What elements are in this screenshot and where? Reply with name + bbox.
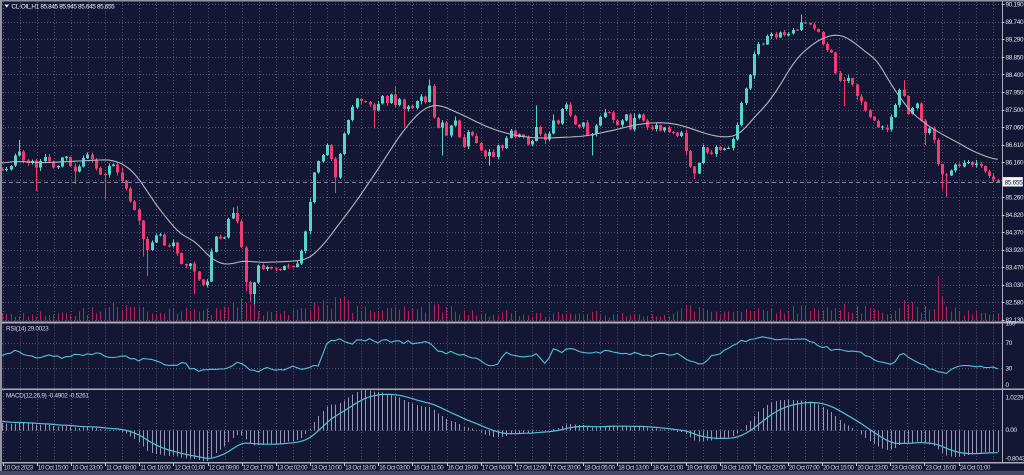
svg-text:16 Oct 19:00: 16 Oct 19:00 — [448, 464, 479, 471]
svg-text:85.260: 85.260 — [1006, 194, 1024, 201]
svg-text:-0.8043: -0.8043 — [1006, 456, 1024, 463]
svg-text:89.290: 89.290 — [1006, 37, 1024, 44]
svg-text:23 Oct 08:00: 23 Oct 08:00 — [891, 464, 922, 471]
svg-text:83.920: 83.920 — [1006, 247, 1024, 254]
svg-text:10 Oct 2023: 10 Oct 2023 — [4, 464, 34, 471]
svg-text:17 Oct 20:00: 17 Oct 20:00 — [550, 464, 581, 471]
svg-text:87.950: 87.950 — [1006, 89, 1024, 96]
svg-text:19 Oct 06:00: 19 Oct 06:00 — [687, 464, 718, 471]
svg-text:12 Oct 09:00: 12 Oct 09:00 — [209, 464, 240, 471]
svg-text:11 Oct 08:00: 11 Oct 08:00 — [106, 464, 137, 471]
svg-text:90.190: 90.190 — [1006, 2, 1024, 9]
svg-text:70: 70 — [1006, 340, 1013, 347]
svg-text:13 Oct 18:00: 13 Oct 18:00 — [345, 464, 376, 471]
svg-text:17 Oct 12:00: 17 Oct 12:00 — [516, 464, 547, 471]
svg-text:84.370: 84.370 — [1006, 230, 1024, 237]
svg-text:16 Oct 03:00: 16 Oct 03:00 — [379, 464, 410, 471]
svg-text:88.850: 88.850 — [1006, 54, 1024, 61]
svg-text:18 Oct 13:00: 18 Oct 13:00 — [618, 464, 649, 471]
svg-text:20 Oct 15:00: 20 Oct 15:00 — [823, 464, 854, 471]
svg-text:18 Oct 05:00: 18 Oct 05:00 — [584, 464, 615, 471]
svg-text:86.610: 86.610 — [1006, 142, 1024, 149]
svg-text:19 Oct 22:00: 19 Oct 22:00 — [755, 464, 786, 471]
svg-text:17 Oct 04:00: 17 Oct 04:00 — [482, 464, 513, 471]
svg-text:18 Oct 21:00: 18 Oct 21:00 — [652, 464, 683, 471]
svg-text:RSI(14) 29.0023: RSI(14) 29.0023 — [6, 326, 49, 333]
svg-text:30: 30 — [1006, 366, 1013, 373]
svg-text:0.00: 0.00 — [1006, 427, 1018, 434]
svg-text:13 Oct 02:00: 13 Oct 02:00 — [277, 464, 308, 471]
svg-text:12 Oct 01:00: 12 Oct 01:00 — [174, 464, 205, 471]
svg-text:23 Oct 16:00: 23 Oct 16:00 — [926, 464, 957, 471]
svg-text:20 Oct 07:00: 20 Oct 07:00 — [789, 464, 820, 471]
svg-text:84.820: 84.820 — [1006, 212, 1024, 219]
svg-text:11 Oct 16:00: 11 Oct 16:00 — [140, 464, 171, 471]
svg-text:13 Oct 10:00: 13 Oct 10:00 — [311, 464, 342, 471]
svg-text:MACD(12,26,9) -0.4902 -0.5261: MACD(12,26,9) -0.4902 -0.5261 — [6, 392, 89, 399]
svg-text:83.030: 83.030 — [1006, 282, 1024, 289]
svg-text:0: 0 — [1006, 382, 1010, 389]
svg-text:10 Oct 15:00: 10 Oct 15:00 — [38, 464, 69, 471]
svg-text:16 Oct 11:00: 16 Oct 11:00 — [413, 464, 444, 471]
svg-text:87.060: 87.060 — [1006, 124, 1024, 131]
svg-text:12 Oct 17:00: 12 Oct 17:00 — [243, 464, 274, 471]
svg-text:89.740: 89.740 — [1006, 19, 1024, 26]
svg-text:CL-OIL,H1 85.845 85.945 85.645: CL-OIL,H1 85.845 85.945 85.645 85.655 — [12, 3, 116, 10]
svg-text:82.580: 82.580 — [1006, 300, 1024, 307]
svg-text:83.470: 83.470 — [1006, 265, 1024, 272]
svg-text:19 Oct 14:00: 19 Oct 14:00 — [721, 464, 752, 471]
svg-text:10 Oct 23:00: 10 Oct 23:00 — [72, 464, 103, 471]
svg-text:1.0229: 1.0229 — [1006, 395, 1024, 402]
svg-text:82.130: 82.130 — [1006, 317, 1024, 324]
svg-text:24 Oct 01:00: 24 Oct 01:00 — [960, 464, 991, 471]
svg-text:87.500: 87.500 — [1006, 107, 1024, 114]
svg-text:20 Oct 23:00: 20 Oct 23:00 — [857, 464, 888, 471]
svg-text:100: 100 — [1006, 321, 1017, 328]
svg-text:86.160: 86.160 — [1006, 159, 1024, 166]
svg-text:88.400: 88.400 — [1006, 72, 1024, 79]
svg-text:85.655: 85.655 — [1005, 179, 1023, 186]
